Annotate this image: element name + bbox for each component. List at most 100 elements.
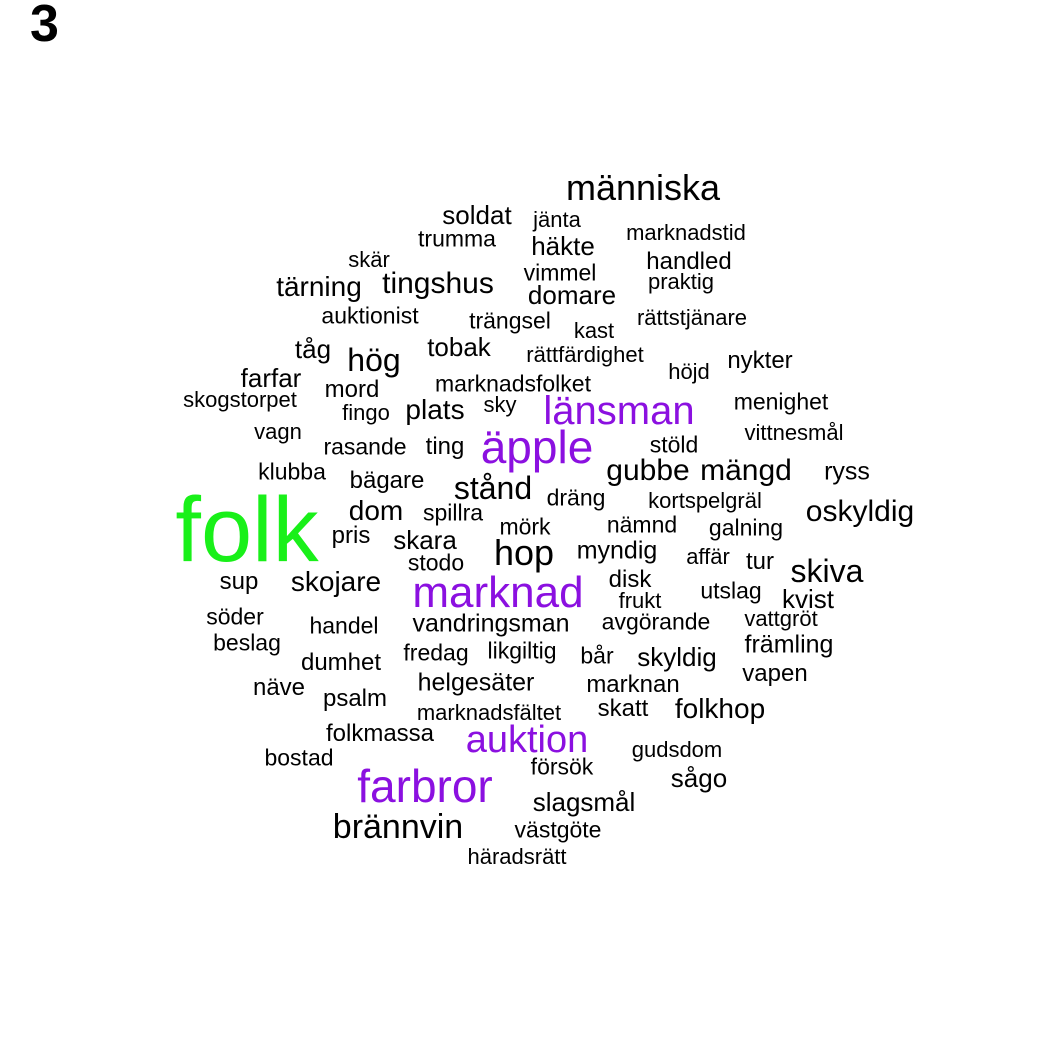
word-folkmassa: folkmassa [325,720,435,747]
word-namnd: nämnd [606,511,678,538]
word-dom: dom [348,495,404,526]
word-mork: mörk [499,513,551,540]
word-handled: handled [646,248,732,275]
word-haradsratt: häradsrätt [467,844,567,869]
word-soldat: soldat [442,200,512,230]
word-nykter: nykter [727,347,793,374]
word-hog: hög [347,342,401,378]
word-rattstjanare: rättstjänare [636,305,748,330]
word-kast: kast [573,318,615,343]
word-sup: sup [219,568,259,595]
word-vandringsman: vandringsman [412,609,570,638]
word-soder: söder [206,603,264,630]
word-framling: främling [744,630,834,659]
word-manniska: människa [565,167,721,208]
word-klubba: klubba [258,458,326,485]
word-fingo: fingo [342,400,390,425]
word-spillra: spillra [422,499,484,526]
word-vittnesmal: vittnesmål [744,420,844,445]
word-vastgote: västgöte [514,816,602,843]
word-skiva: skiva [790,553,864,589]
word-utslag: utslag [700,577,762,604]
word-folkhop: folkhop [674,693,766,724]
panel-label: 3 [30,0,59,53]
word-janta: jänta [533,207,581,232]
word-folk: folk [175,479,319,581]
word-rattfardighet: rättfärdighet [526,342,644,367]
word-stodo: stodo [407,549,465,576]
word-affar: affär [686,544,730,569]
word-pris: pris [331,522,371,549]
word-myndig: myndig [576,536,658,565]
word-tobak: tobak [427,332,491,362]
word-skara: skara [393,525,457,555]
word-marknadsfaltet: marknadsfältet [416,700,562,725]
word-stold: stöld [649,431,699,458]
word-auktionist: auktionist [321,302,419,329]
word-sky: sky [483,392,517,417]
word-sago: sågo [670,763,728,793]
word-marknadstid: marknadstid [626,220,746,245]
word-beslag: beslag [213,629,281,656]
word-disk: disk [608,566,652,593]
word-farbror: farbror [357,760,493,812]
word-bostad: bostad [264,744,334,771]
word-domare: domare [527,280,617,310]
word-ting: ting [425,433,465,460]
word-kvist: kvist [782,584,834,614]
word-skogstorpet: skogstorpet [183,387,297,412]
word-farfar: farfar [240,363,302,393]
word-oskyldig: oskyldig [805,495,915,528]
word-marknad: marknad [412,568,584,617]
word-tingshus: tingshus [382,267,494,300]
word-menighet: menighet [733,388,829,415]
word-stand: stånd [453,470,533,506]
word-tag: tåg [294,334,332,364]
word-slagsmal: slagsmål [532,787,636,817]
word-kortspelgral: kortspelgräl [648,488,762,513]
word-skar: skär [348,247,390,272]
word-gubbe: gubbe [606,454,690,487]
word-ryss: ryss [824,457,870,486]
word-mord: mord [324,376,380,403]
word-vapen: vapen [742,660,808,687]
word-vagn: vagn [254,419,302,444]
word-fredag: fredag [403,639,469,666]
word-likgiltig: likgiltig [487,637,557,664]
word-trumma: trumma [418,225,496,252]
word-praktig: praktig [647,269,715,294]
word-skojare: skojare [290,566,382,597]
word-nave: näve [252,674,306,701]
word-rasande: rasande [323,433,407,460]
word-tur: tur [745,548,775,575]
word-vimmel: vimmel [523,259,597,286]
word-auktion: auktion [465,719,589,761]
word-tarning: tärning [276,271,362,302]
word-hakte: häkte [531,231,595,261]
word-psalm: psalm [322,685,388,712]
word-mangd: mängd [700,454,792,487]
word-lansman: länsman [543,389,695,433]
word-vattgrot: vattgröt [744,606,818,631]
word-skatt: skatt [597,695,649,722]
word-trangsel: trängsel [469,307,551,334]
word-forsok: försök [530,753,594,780]
word-bagare: bägare [349,467,425,494]
word-helgesater: helgesäter [417,668,535,697]
word-gudsdom: gudsdom [631,737,723,762]
word-handel: handel [309,612,379,639]
word-hop: hop [493,532,555,573]
word-marknan: marknan [586,671,680,698]
word-marknadsfolket: marknadsfolket [435,370,591,397]
word-apple: äpple [480,421,594,473]
word-galning: galning [708,514,784,541]
word-skyldig: skyldig [637,642,717,672]
word-hojd: höjd [668,359,710,384]
word-bar: bår [580,642,614,669]
word-frukt: frukt [618,588,662,613]
word-avgorande: avgörande [601,608,711,635]
word-plats: plats [405,394,465,425]
word-dumhet: dumhet [300,649,382,676]
word-drang: dräng [546,484,606,511]
